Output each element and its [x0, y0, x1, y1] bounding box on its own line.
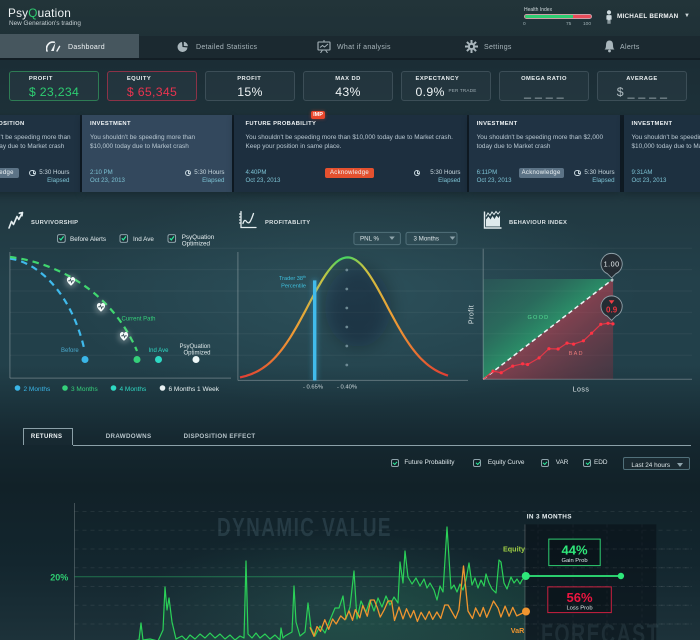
svg-text:Current Path: Current Path [122, 317, 156, 323]
svg-text:2 Months: 2 Months [24, 386, 51, 393]
svg-text:0.9: 0.9 [606, 306, 618, 315]
svg-text:6 Months 1 Week: 6 Months 1 Week [169, 386, 220, 393]
svg-text:VaR: VaR [511, 626, 525, 635]
svg-text:Ind Ave: Ind Ave [133, 236, 154, 243]
svg-text:Trader 38th: Trader 38th [279, 275, 306, 282]
svg-text:DYNAMIC VALUE: DYNAMIC VALUE [217, 512, 392, 542]
svg-text:56%: 56% [566, 590, 592, 605]
svg-text:- 0.40%: - 0.40% [337, 385, 357, 391]
svg-text:Loss: Loss [573, 387, 590, 394]
svg-text:GOOD: GOOD [528, 315, 550, 321]
svg-text:Percentile: Percentile [281, 284, 306, 290]
svg-text:PNL %: PNL % [360, 236, 380, 243]
svg-text:Optimized: Optimized [182, 240, 211, 247]
svg-text:Before: Before [61, 348, 79, 354]
svg-text:FORECAST: FORECAST [541, 619, 660, 640]
svg-text:BAD: BAD [569, 351, 584, 357]
svg-text:Before Alerts: Before Alerts [70, 236, 106, 243]
svg-text:Loss Prob: Loss Prob [566, 606, 592, 612]
svg-text:3 Months: 3 Months [414, 236, 439, 243]
svg-text:BEHAVIOUR INDEX: BEHAVIOUR INDEX [509, 220, 567, 226]
svg-text:3 Months: 3 Months [71, 386, 98, 393]
svg-text:Gain Prob: Gain Prob [561, 558, 587, 564]
svg-text:20%: 20% [50, 572, 68, 582]
svg-text:Ind Ave: Ind Ave [149, 348, 170, 354]
svg-text:1.00: 1.00 [604, 260, 620, 269]
svg-text:4 Months: 4 Months [120, 386, 147, 393]
svg-text:SURVIVORSHIP: SURVIVORSHIP [31, 220, 78, 226]
svg-text:Profit: Profit [469, 305, 476, 324]
svg-text:Equity: Equity [503, 545, 525, 554]
svg-text:PsyQuation: PsyQuation [179, 344, 210, 350]
svg-text:PROFITABLITY: PROFITABLITY [265, 220, 310, 226]
svg-text:IN 3 MONTHS: IN 3 MONTHS [527, 514, 572, 521]
svg-text:Optimized: Optimized [183, 351, 210, 357]
svg-text:44%: 44% [561, 543, 587, 558]
svg-text:- 0.65%: - 0.65% [303, 385, 323, 391]
svg-text:PsyQuation: PsyQuation [182, 234, 215, 241]
